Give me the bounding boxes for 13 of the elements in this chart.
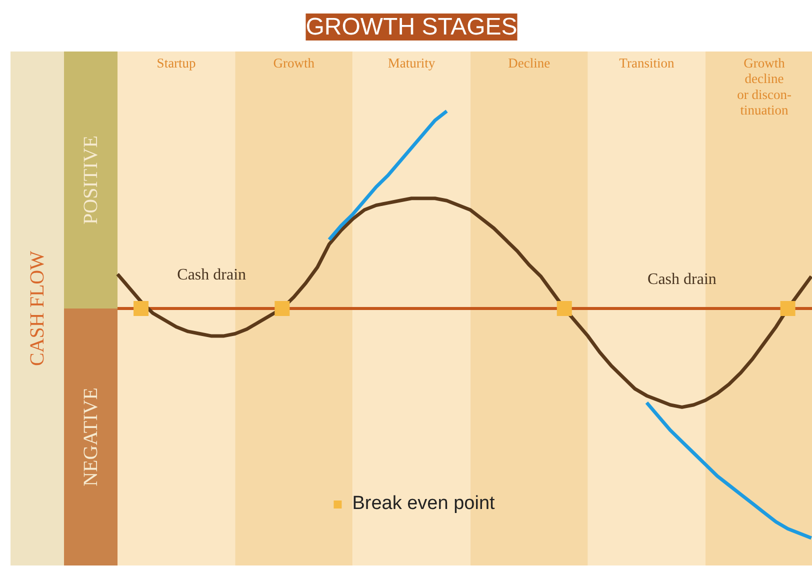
y-axis-title: CASH FLOW [26, 250, 48, 366]
x-tick-label: Transition [619, 55, 674, 70]
legend-label: Break even point [352, 493, 495, 515]
annotation: Cash drain [648, 270, 716, 288]
x-tick-label: Decline [508, 55, 550, 70]
x-tick-label: Growth decline or discon- tinuation [737, 55, 792, 118]
x-tick-label: Startup [156, 55, 196, 70]
annotation: Cash drain [177, 266, 246, 284]
text: POSITIVE [80, 136, 102, 224]
chart-title: GROWTH STAGES [306, 14, 518, 40]
x-tick-label: Growth [273, 55, 315, 70]
x-tick-label: Maturity [388, 55, 436, 70]
text: NEGATIVE [80, 388, 102, 486]
